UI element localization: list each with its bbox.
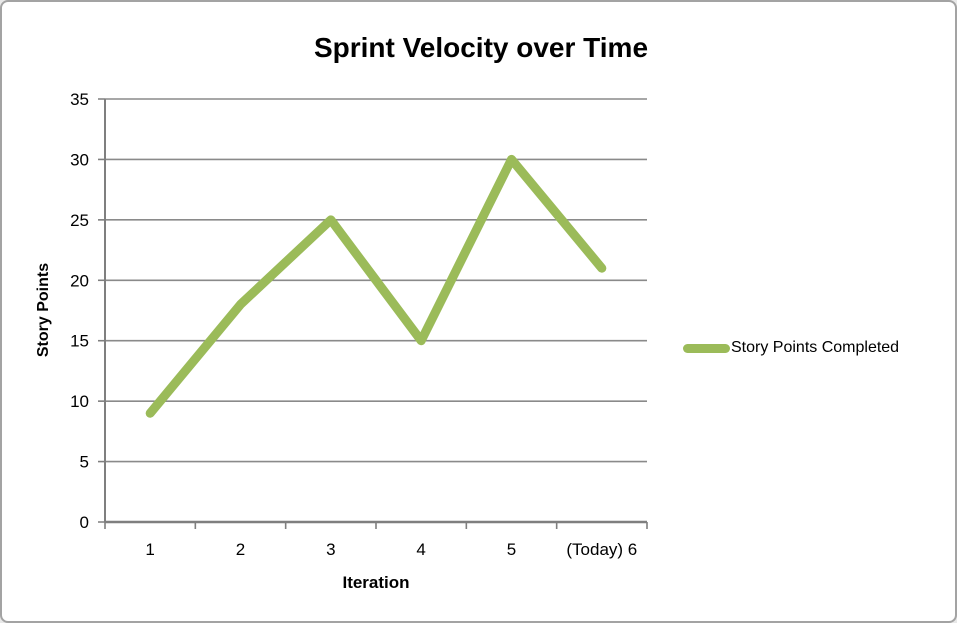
- y-tick-label: 25: [70, 211, 89, 230]
- y-tick-label: 15: [70, 332, 89, 351]
- x-tick-label: 2: [236, 540, 245, 559]
- legend: Story Points Completed: [683, 337, 899, 359]
- y-tick-label: 0: [80, 513, 89, 532]
- x-tick-label: 1: [145, 540, 154, 559]
- y-tick-label: 35: [70, 90, 89, 109]
- chart-title: Sprint Velocity over Time: [313, 32, 649, 63]
- y-axis-title: Story Points: [35, 262, 52, 358]
- legend-label: Story Points Completed: [731, 339, 900, 356]
- y-tick-label: 5: [80, 453, 89, 472]
- series-line: [145, 154, 607, 418]
- y-tick-label: 10: [70, 392, 89, 411]
- y-tick-label: 20: [70, 271, 89, 290]
- legend-line-swatch: [683, 343, 730, 353]
- x-tick-label: 5: [507, 540, 516, 559]
- x-tick-label: 4: [416, 540, 425, 559]
- x-tick-label: (Today) 6: [566, 540, 637, 559]
- x-axis-title: Iteration: [342, 573, 410, 592]
- y-tick-label: 30: [70, 150, 89, 169]
- x-tick-label: 3: [326, 540, 335, 559]
